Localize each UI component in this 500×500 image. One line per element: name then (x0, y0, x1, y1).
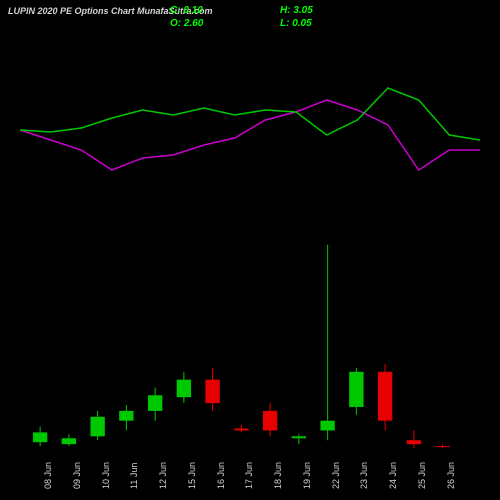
candle-chart-area (20, 235, 480, 450)
line-chart-area (20, 40, 480, 220)
x-axis-label: 15 Jun (187, 462, 197, 489)
open-value: O: 2.60 (170, 17, 203, 30)
chart-line (20, 100, 480, 170)
candle-body (177, 380, 191, 398)
x-axis-labels: 08 Jun 09 Jun 10 Jun 11 Jun 12 Jun 15 Jun 16 J… (20, 455, 480, 495)
candle-body (119, 411, 133, 421)
x-axis-label: 10 Jun (101, 462, 111, 489)
chart-line (20, 88, 480, 140)
ohlc-left-group: C: 0.10 O: 2.60 (170, 4, 203, 30)
candle-body (62, 438, 76, 444)
x-axis-label: 24 Jun (388, 462, 398, 489)
x-axis-label: 16 Jun (216, 462, 226, 489)
x-axis-label: 23 Jun (359, 462, 369, 489)
candle-body (234, 429, 248, 431)
x-axis-label: 18 Jun (273, 462, 283, 489)
x-axis-label: 12 Jun (158, 462, 168, 489)
close-value: C: 0.10 (170, 4, 203, 17)
x-axis-label: 09 Jun (72, 462, 82, 489)
candle-chart-svg (20, 235, 480, 450)
x-axis-label: 19 Jun (302, 462, 312, 489)
candle-body (292, 436, 306, 438)
candle-body (148, 395, 162, 411)
candle-body (90, 417, 104, 437)
candle-body (378, 372, 392, 421)
candle-body (435, 446, 449, 447)
candle-body (320, 421, 334, 431)
x-axis-label: 17 Jun (244, 462, 254, 489)
candle-body (349, 372, 363, 407)
x-axis-label: 08 Jun (43, 462, 53, 489)
candle-body (263, 411, 277, 431)
x-axis-label: 26 Jun (446, 462, 456, 489)
candle-body (33, 432, 47, 442)
line-chart-svg (20, 40, 480, 220)
candle-body (407, 440, 421, 444)
candle-body (205, 380, 219, 403)
low-value: L: 0.05 (280, 17, 313, 30)
x-axis-label: 11 Jun (129, 463, 139, 489)
ohlc-right-group: H: 3.05 L: 0.05 (280, 4, 313, 30)
x-axis-label: 22 Jun (331, 462, 341, 489)
high-value: H: 3.05 (280, 4, 313, 17)
x-axis-label: 25 Jun (417, 462, 427, 489)
